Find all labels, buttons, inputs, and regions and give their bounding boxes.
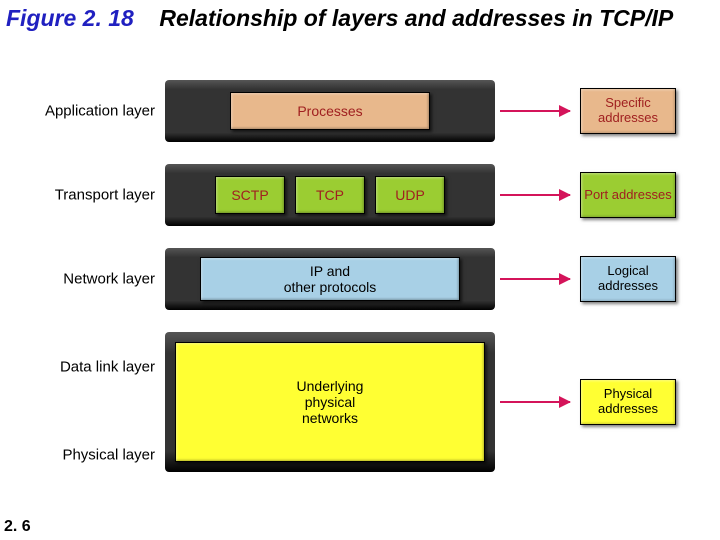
label-transport: Transport layer <box>0 187 155 204</box>
label-network: Network layer <box>0 271 155 288</box>
label-application: Application layer <box>0 103 155 120</box>
block-sctp: SCTP <box>215 176 285 214</box>
label-physical: Physical layer <box>0 447 155 464</box>
label-datalink: Data link layer <box>0 359 155 376</box>
address-logical: Logical addresses <box>580 256 676 302</box>
row-application: Application layer Processes Specific add… <box>0 80 720 142</box>
row-transport: Transport layer SCTP TCP UDP Port addres… <box>0 164 720 226</box>
arrow-application <box>500 110 570 112</box>
arrow-lower <box>500 401 570 403</box>
page-number: 2. 6 <box>4 518 31 536</box>
arrow-network <box>500 278 570 280</box>
tray-application: Processes <box>165 80 495 142</box>
block-udp: UDP <box>375 176 445 214</box>
figure-number: Figure 2. 18 <box>6 5 134 31</box>
figure-title: Figure 2. 18 Relationship of layers and … <box>0 0 720 33</box>
block-tcp: TCP <box>295 176 365 214</box>
block-underlying: Underlying physical networks <box>175 342 485 462</box>
tray-transport: SCTP TCP UDP <box>165 164 495 226</box>
row-lower: Data link layer Physical layer Underlyin… <box>0 332 720 472</box>
tray-network: IP and other protocols <box>165 248 495 310</box>
address-physical: Physical addresses <box>580 379 676 425</box>
address-port: Port addresses <box>580 172 676 218</box>
block-processes: Processes <box>230 92 430 130</box>
arrow-transport <box>500 194 570 196</box>
tcpip-diagram: Application layer Processes Specific add… <box>0 80 720 494</box>
row-network: Network layer IP and other protocols Log… <box>0 248 720 310</box>
block-ip: IP and other protocols <box>200 257 460 301</box>
tray-lower: Underlying physical networks <box>165 332 495 472</box>
address-specific: Specific addresses <box>580 88 676 134</box>
figure-caption: Relationship of layers and addresses in … <box>159 5 673 31</box>
